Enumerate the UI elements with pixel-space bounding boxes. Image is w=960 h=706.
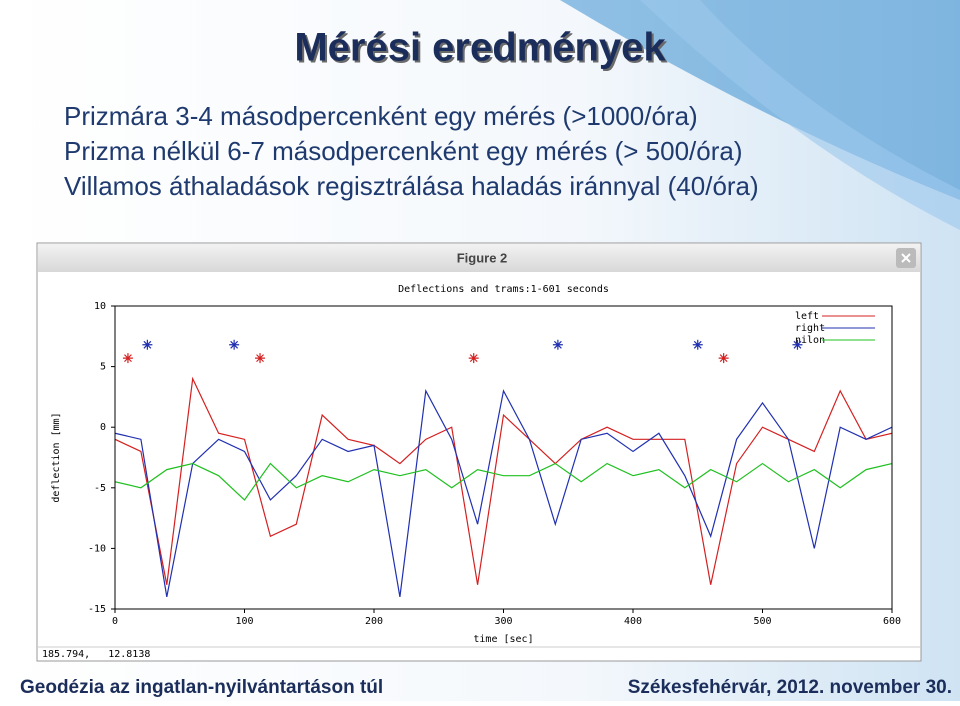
data-line [114, 376, 893, 585]
x-tick-label: 300 [494, 616, 512, 627]
title-bar [38, 244, 920, 272]
swoosh [640, 0, 960, 230]
tram-marker [692, 339, 703, 350]
plot-frame [114, 305, 893, 610]
y-tick-label: -10 [88, 543, 106, 554]
tram-marker [255, 353, 266, 364]
x-tick-label: 200 [365, 616, 383, 627]
y-tick-label: -15 [88, 604, 106, 615]
data-line [114, 462, 893, 501]
bullet-line: Prizma nélkül 6-7 másodpercenként egy mé… [64, 136, 743, 166]
legend-label: nilon [795, 335, 825, 346]
x-tick-label: 500 [753, 616, 771, 627]
plot: Deflections and trams:1-601 seconds time … [51, 284, 901, 645]
footer-left: Geodézia az ingatlan-nyilvántartáson túl [20, 677, 383, 698]
x-tick-label: 0 [112, 616, 118, 627]
tram-marker [122, 353, 133, 364]
footer-right: Székesfehérvár, 2012. november 30. [628, 677, 952, 698]
legend-label: right [795, 323, 825, 334]
x-tick-label: 600 [883, 616, 901, 627]
y-tick-label: -5 [94, 483, 106, 494]
legend-label: left [795, 311, 819, 322]
tram-marker [229, 339, 240, 350]
title-shadow: Mérési eredmények [296, 28, 668, 72]
status-text: 185.794, 12.8138 [42, 649, 150, 660]
y-axis-label: deflection [mm] [51, 412, 62, 502]
x-axis-label: time [sec] [473, 634, 533, 645]
x-tick-label: 100 [235, 616, 253, 627]
tram-marker [718, 353, 729, 364]
figure-window [36, 242, 922, 662]
y-tick-label: 5 [100, 362, 106, 373]
slide-title: Mérési eredmények [294, 26, 666, 70]
chart-title: Deflections and trams:1-601 seconds [398, 284, 609, 295]
close-button[interactable] [896, 248, 916, 268]
data-line [114, 388, 893, 597]
window-title: Figure 2 [457, 250, 508, 265]
tram-marker [468, 353, 479, 364]
tram-marker [552, 339, 563, 350]
y-tick-label: 0 [100, 422, 106, 433]
y-tick-label: 10 [94, 301, 106, 312]
tram-marker [142, 339, 153, 350]
x-tick-label: 400 [624, 616, 642, 627]
bullet-line: Prizmára 3-4 másodpercenként egy mérés (… [64, 101, 698, 131]
tram-marker [792, 339, 803, 350]
bullet-line: Villamos áthaladások regisztrálása halad… [64, 171, 759, 201]
